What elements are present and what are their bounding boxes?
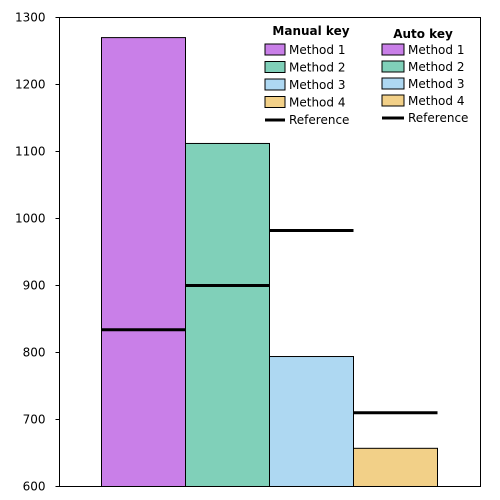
legend-manual-key: Manual key Method 1 Method 2 Method 3 Method… (264, 24, 350, 127)
legend-label-method-4: Method 4 (408, 94, 464, 108)
legend-swatch-method-4 (381, 94, 405, 107)
reference-lines-layer (101, 229, 438, 415)
y-tick-label: 700 (23, 413, 46, 427)
legend-swatch-method-1 (381, 43, 405, 56)
legend-label-method-2: Method 2 (289, 61, 345, 75)
legend-swatch-method-4 (264, 96, 286, 108)
legend-swatch-method-1 (264, 43, 286, 56)
legend-label-method-1: Method 1 (408, 43, 464, 57)
bar-method-1 (101, 37, 186, 487)
legend-label-reference: Reference (408, 111, 468, 125)
y-tick-label: 1000 (15, 212, 46, 226)
legend-label-method-1: Method 1 (289, 43, 345, 57)
bar-method-3 (269, 356, 354, 487)
bar-method-4 (353, 447, 438, 487)
y-tick-label: 1300 (15, 11, 46, 25)
legend-swatch-method-3 (264, 78, 286, 91)
legend-label-method-4: Method 4 (289, 96, 345, 110)
bars-layer (101, 37, 438, 488)
legend-label-method-3: Method 3 (408, 77, 464, 91)
y-tick-label: 600 (23, 480, 46, 494)
plot-frame (59, 17, 481, 487)
y-axis: 600 700 800 900 1000 1100 1200 1300 (15, 11, 60, 494)
legend-title: Manual key (272, 24, 349, 38)
legend-label-reference: Reference (289, 113, 349, 127)
legend-auto-key: Auto key Method 1 Method 2 Method 3 Method 4… (381, 27, 468, 125)
bar-method-2 (185, 142, 270, 488)
legend-swatch-method-2 (381, 60, 405, 73)
y-tick-label: 1100 (15, 145, 46, 159)
y-tick-label: 900 (23, 279, 46, 293)
axes-layer (59, 17, 481, 487)
y-tick-label: 800 (23, 346, 46, 360)
legend-label-method-3: Method 3 (289, 78, 345, 92)
y-tick-label: 1200 (15, 78, 46, 92)
legend-swatch-method-3 (381, 77, 405, 90)
legend-swatch-method-2 (264, 61, 286, 73)
legend-label-method-2: Method 2 (408, 60, 464, 74)
legend-title: Auto key (393, 27, 453, 41)
